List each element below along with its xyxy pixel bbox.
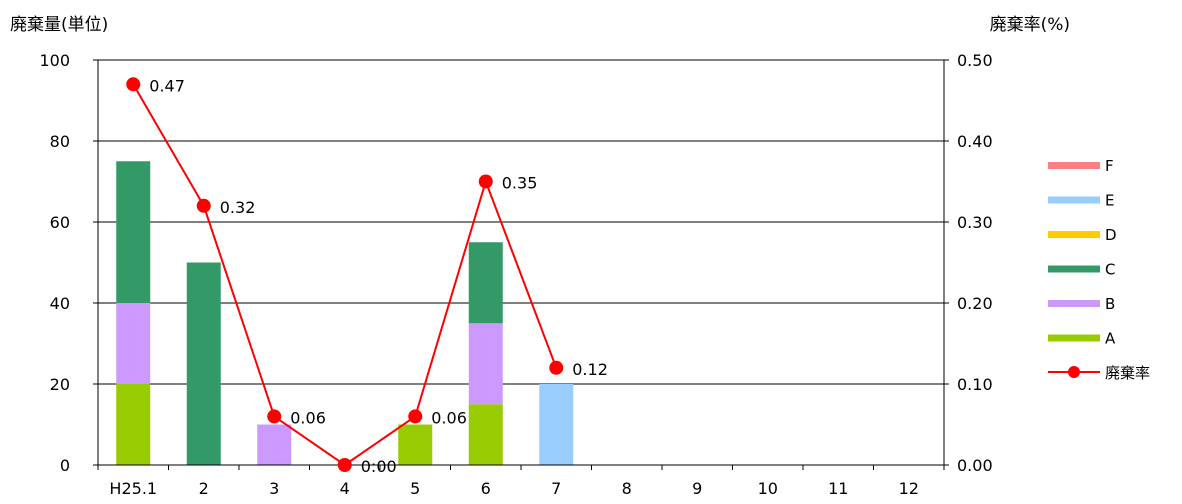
x-tick-label: 3 — [269, 479, 279, 498]
bar-B-H25.1 — [116, 303, 151, 384]
legend-swatch-C — [1048, 265, 1100, 273]
data-label: 0:00 — [361, 457, 397, 476]
x-tick-label: 9 — [692, 479, 702, 498]
y2-axis-title: 廃棄率(%) — [990, 15, 1070, 35]
y2-tick-label: 0.10 — [957, 375, 993, 394]
x-tick-label: 7 — [551, 479, 561, 498]
bar-B-3 — [257, 424, 292, 465]
bar-A-5 — [398, 424, 433, 465]
line-point — [267, 409, 282, 424]
data-label: 0.35 — [502, 174, 538, 193]
legend-label: A — [1105, 330, 1116, 348]
x-tick-label: 4 — [340, 479, 350, 498]
data-label: 0.32 — [220, 198, 256, 217]
line-point — [196, 198, 211, 213]
bar-E-7 — [539, 384, 574, 465]
y-axis-title: 廃棄量(単位) — [10, 15, 108, 35]
line-point — [337, 458, 352, 472]
bar-C-2 — [186, 262, 221, 465]
legend-swatch-F — [1048, 162, 1100, 169]
line-point — [408, 409, 423, 424]
legend-label: C — [1105, 261, 1115, 279]
data-label: 0.06 — [431, 408, 467, 427]
data-label: 0.47 — [149, 76, 185, 95]
y-tick-label: 0 — [60, 456, 70, 475]
x-tick-label: H25.1 — [109, 479, 157, 498]
legend-swatch-D — [1048, 231, 1100, 238]
bar-B-6 — [468, 323, 503, 405]
legend-swatch-A — [1048, 334, 1100, 342]
line-point — [549, 360, 564, 375]
x-tick-label: 11 — [828, 479, 848, 498]
y2-tick-label: 0.30 — [957, 213, 993, 232]
data-label: 0.06 — [290, 408, 326, 427]
x-tick-label: 2 — [199, 479, 209, 498]
legend-label: 廃棄率 — [1105, 364, 1150, 382]
y2-tick-label: 0.40 — [957, 132, 993, 151]
y-tick-label: 40 — [50, 294, 70, 313]
x-tick-label: 12 — [899, 479, 919, 498]
legend-label: E — [1105, 192, 1114, 210]
bar-A-H25.1 — [116, 384, 151, 465]
y2-tick-label: 0.00 — [957, 456, 993, 475]
x-tick-label: 5 — [410, 479, 420, 498]
y-tick-label: 20 — [50, 375, 70, 394]
legend-swatch-B — [1048, 300, 1100, 307]
y-tick-label: 100 — [39, 51, 70, 70]
y2-tick-label: 0.50 — [957, 51, 993, 70]
x-tick-label: 8 — [622, 479, 632, 498]
line-point — [126, 77, 141, 92]
bar-A-6 — [468, 404, 503, 465]
y-tick-label: 80 — [50, 132, 70, 151]
line-point — [478, 174, 493, 189]
legend-label: D — [1105, 226, 1117, 244]
legend-label: F — [1105, 157, 1114, 175]
data-label: 0.12 — [572, 360, 608, 379]
legend-swatch-E — [1048, 196, 1100, 204]
x-tick-label: 6 — [481, 479, 491, 498]
x-tick-label: 10 — [758, 479, 778, 498]
legend-swatch-marker — [1068, 366, 1080, 378]
legend-label: B — [1105, 295, 1115, 313]
bar-C-H25.1 — [116, 161, 151, 303]
y-tick-label: 60 — [50, 213, 70, 232]
bar-C-6 — [468, 242, 503, 324]
y2-tick-label: 0.20 — [957, 294, 993, 313]
